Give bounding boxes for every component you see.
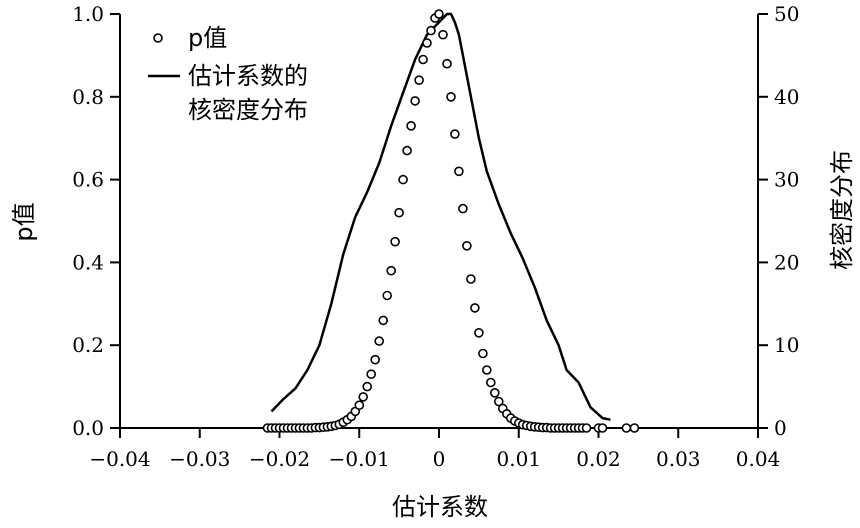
pvalue-point: [478, 348, 488, 359]
y-axis-right: 0 10 20 30 40 50: [758, 2, 799, 440]
y-axis-left-title: p值: [10, 202, 38, 241]
pvalue-point: [470, 303, 480, 313]
y-axis-right-title: 核密度分布: [828, 150, 856, 270]
y-right-tick-label: 10: [774, 333, 799, 357]
pvalue-point: [466, 274, 476, 284]
pvalue-point: [426, 25, 436, 36]
y-right-tick-label: 0: [774, 416, 787, 440]
pvalue-point: [438, 29, 448, 40]
pvalue-point: [458, 203, 468, 214]
pvalue-point: [382, 290, 393, 301]
pvalue-point: [418, 54, 428, 65]
pvalue-point: [362, 381, 373, 392]
pvalue-point: [386, 265, 397, 276]
y-left-tick-label: 0.0: [72, 416, 104, 440]
pvalue-point: [621, 423, 632, 433]
pvalue-point: [374, 336, 385, 346]
x-tick-label: −0.02: [249, 447, 310, 471]
pvalue-point: [398, 174, 408, 185]
pvalue-point: [406, 121, 416, 131]
pvalue-point: [629, 423, 640, 433]
x-tick-label: −0.01: [329, 447, 390, 471]
pvalue-point: [481, 365, 492, 375]
legend-label-density-line1: 估计系数的: [188, 62, 308, 90]
x-tick-label: 0.02: [576, 447, 621, 471]
y-right-tick-label: 50: [774, 2, 799, 26]
legend-marker-circle: [153, 33, 163, 43]
y-left-tick-label: 0.2: [72, 333, 104, 357]
x-tick-label: −0.04: [89, 447, 150, 471]
pvalue-point: [597, 423, 608, 433]
pvalue-point: [454, 166, 464, 177]
pvalue-point: [462, 241, 472, 251]
pvalue-point: [402, 145, 412, 156]
pvalue-point: [581, 423, 592, 433]
pvalue-point: [358, 392, 369, 402]
pvalue-point: [434, 9, 444, 19]
x-tick-label: 0.04: [736, 447, 781, 471]
density-line: [270, 12, 611, 421]
x-tick-label: 0: [433, 447, 446, 471]
pvalue-point: [394, 207, 404, 218]
pvalue-point: [414, 75, 424, 85]
y-left-tick-label: 0.8: [72, 85, 104, 109]
pvalue-point: [446, 92, 456, 102]
pvalue-point: [422, 38, 432, 48]
legend-label-pvalue: p值: [188, 24, 227, 52]
pvalue-point: [410, 96, 420, 106]
x-axis: −0.04 −0.03 −0.02 −0.01 0 0.01 0.02 0.03 0.04: [89, 428, 780, 471]
pvalue-point: [442, 58, 452, 69]
x-tick-label: −0.03: [169, 447, 230, 471]
pvalue-point: [390, 236, 400, 247]
pvalue-point: [485, 377, 496, 388]
y-left-tick-label: 0.6: [72, 168, 104, 192]
y-left-tick-label: 0.4: [72, 250, 104, 274]
x-tick-label: 0.01: [496, 447, 541, 471]
pvalue-point: [354, 400, 365, 411]
x-axis-title: 估计系数: [392, 493, 488, 521]
y-right-tick-label: 30: [774, 168, 799, 192]
y-left-tick-label: 1.0: [72, 2, 104, 26]
pvalue-series: [262, 9, 640, 433]
pvalue-point: [474, 327, 484, 338]
legend-label-density-line2: 核密度分布: [188, 96, 308, 124]
pvalue-point: [493, 396, 504, 407]
pvalue-point: [378, 315, 389, 326]
y-right-tick-label: 40: [774, 85, 799, 109]
pvalue-point: [489, 387, 500, 398]
y-right-tick-label: 20: [774, 250, 799, 274]
legend: p值 估计系数的 核密度分布: [148, 24, 308, 124]
y-axis-left: 0.0 0.2 0.4 0.6 0.8 1.0: [72, 2, 120, 440]
pvalue-point: [366, 369, 377, 380]
pvalue-point: [370, 354, 381, 365]
pvalue-point: [450, 129, 460, 139]
density-series: [270, 12, 611, 421]
x-tick-label: 0.03: [656, 447, 701, 471]
